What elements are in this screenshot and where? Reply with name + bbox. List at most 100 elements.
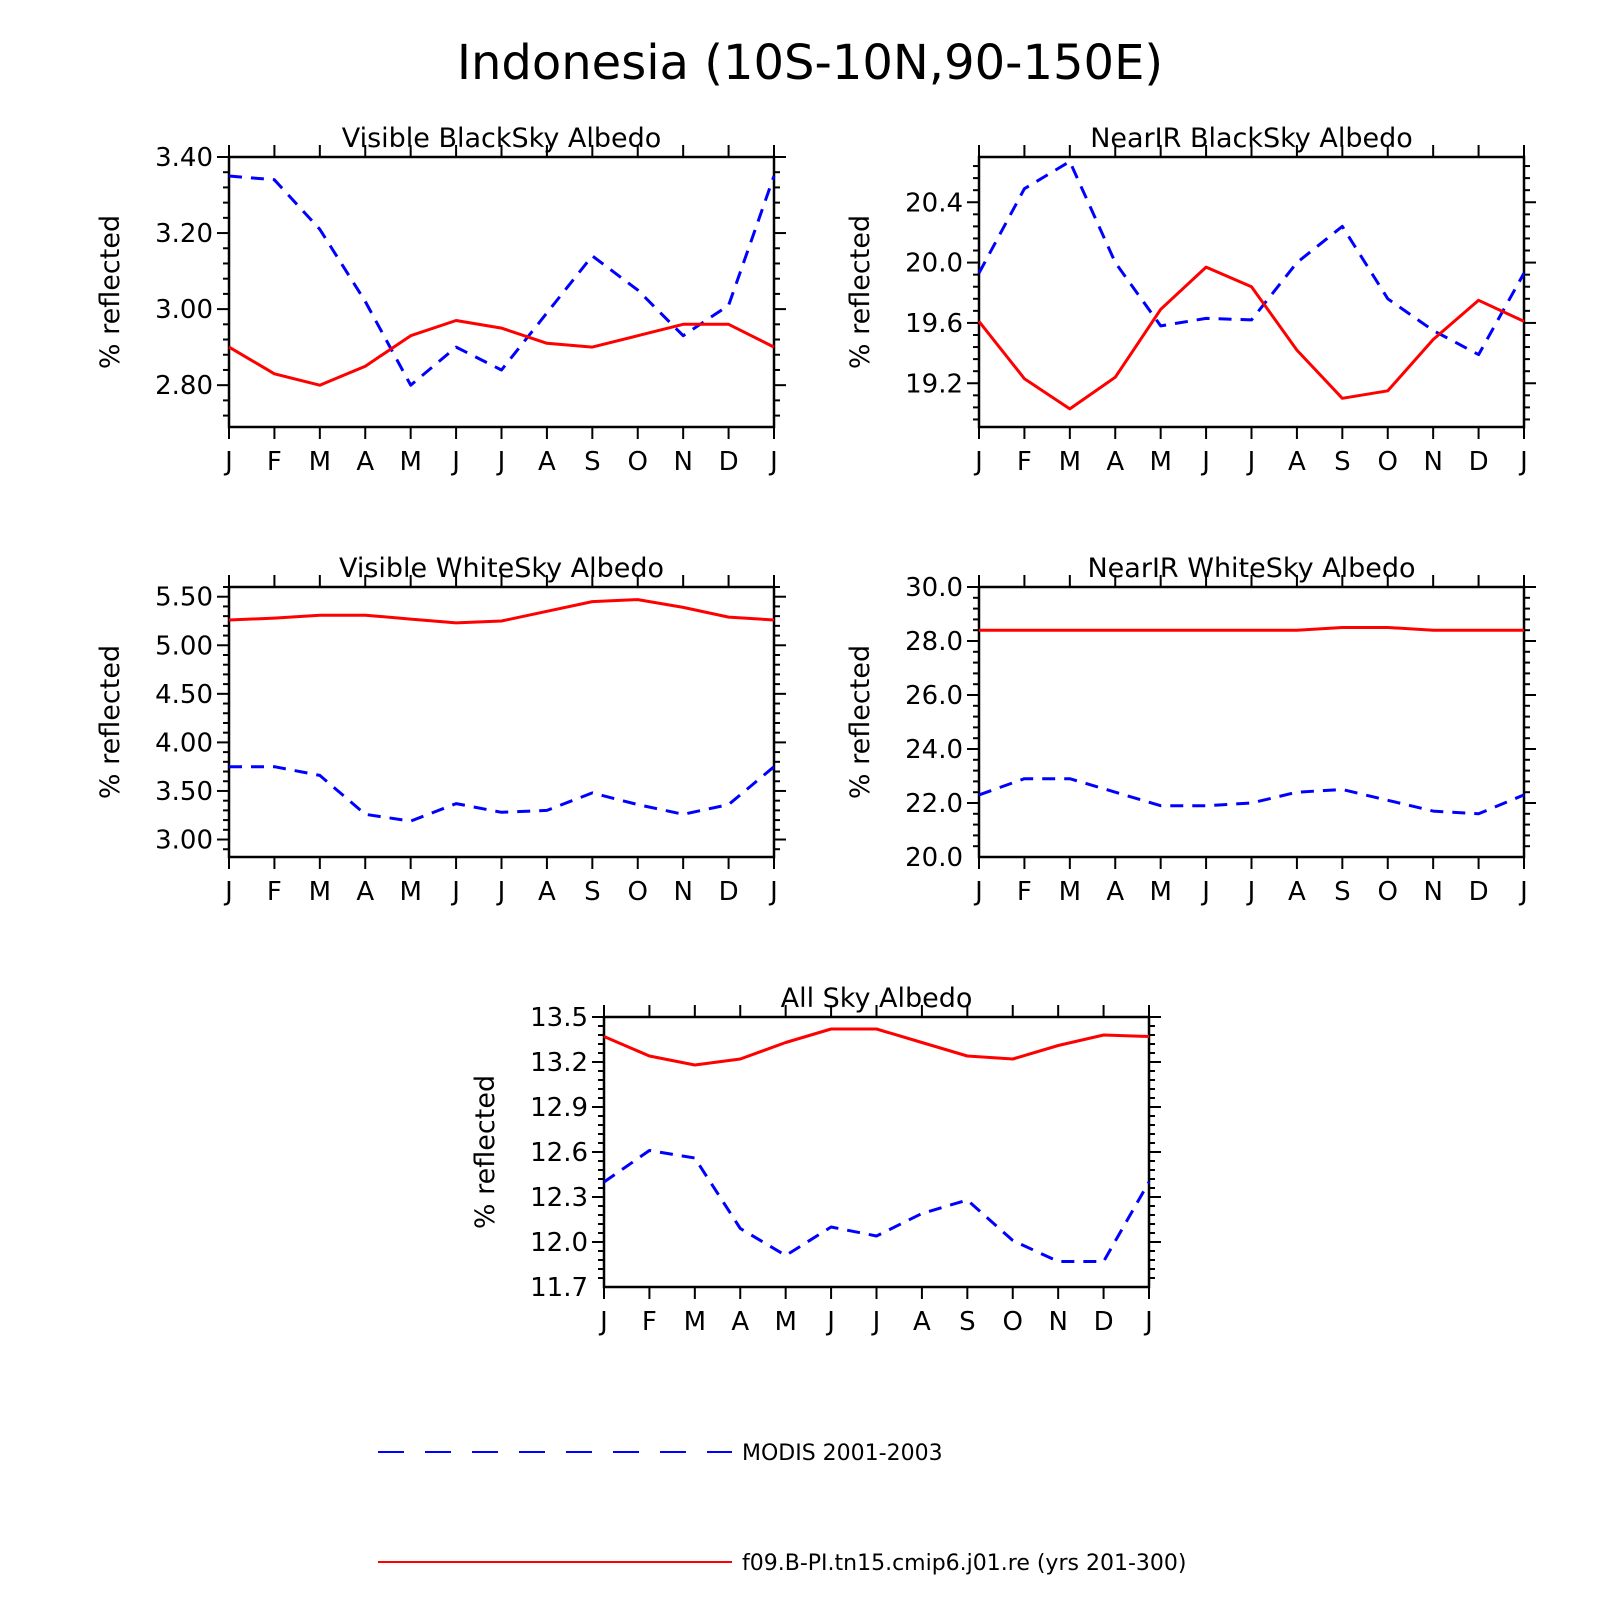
y-tick-label: 30.0 [905, 573, 963, 603]
x-tick-label: S [584, 447, 601, 477]
x-tick-label: A [1288, 877, 1306, 907]
x-tick-label: J [1518, 447, 1528, 477]
x-tick-label: A [1106, 447, 1124, 477]
x-tick-label: M [1059, 877, 1081, 907]
series-line-model [979, 626, 1524, 632]
x-tick-label: J [450, 877, 460, 907]
y-tick-label: 13.2 [530, 1048, 588, 1078]
x-tick-label: N [1423, 877, 1442, 907]
y-tick-label: 3.20 [155, 219, 213, 249]
x-tick-label: A [731, 1307, 749, 1337]
y-tick-label: 5.00 [155, 631, 213, 661]
x-tick-label: J [1518, 877, 1528, 907]
x-tick-label: M [1149, 877, 1171, 907]
x-tick-label: A [913, 1307, 931, 1337]
y-tick-label: 20.0 [905, 249, 963, 279]
y-tick-label: 12.6 [530, 1138, 588, 1168]
x-tick-label: J [223, 447, 233, 477]
y-tick-label: 2.80 [155, 371, 213, 401]
x-tick-label: F [1017, 447, 1032, 477]
y-tick-label: 3.50 [155, 777, 213, 807]
panel-nearir-blacksky: NearIR BlackSky Albedo% reflected19.219.… [845, 123, 1536, 477]
x-tick-label: O [1003, 1307, 1023, 1337]
x-tick-label: N [673, 877, 692, 907]
series-line-model [228, 598, 775, 625]
x-tick-label: M [1149, 447, 1171, 477]
x-tick-label: N [1048, 1307, 1067, 1337]
y-tick-label: 20.0 [905, 843, 963, 873]
x-tick-label: S [1334, 447, 1351, 477]
series-line-model [603, 1027, 1150, 1067]
x-tick-label: M [684, 1307, 706, 1337]
x-tick-label: D [1469, 877, 1489, 907]
plot-frame [977, 585, 1526, 859]
x-tick-label: M [399, 877, 421, 907]
y-axis-label: % reflected [95, 215, 126, 369]
series-line-modis [603, 1149, 1151, 1263]
plot-frame [977, 155, 1526, 429]
x-tick-label: O [1378, 447, 1398, 477]
plot-frame [227, 585, 776, 859]
x-tick-label: M [399, 447, 421, 477]
x-tick-label: A [1288, 447, 1306, 477]
x-tick-label: F [267, 447, 282, 477]
x-tick-label: D [719, 447, 739, 477]
x-tick-label: J [496, 877, 506, 907]
plot-frame [602, 1015, 1151, 1289]
x-tick-label: J [973, 447, 983, 477]
x-tick-label: M [774, 1307, 796, 1337]
legend-modis-label: MODIS 2001-2003 [742, 1441, 943, 1466]
panel-visible-blacksky: Visible BlackSky Albedo% reflected2.803.… [95, 123, 786, 477]
y-tick-label: 12.3 [530, 1183, 588, 1213]
y-tick-label: 24.0 [905, 735, 963, 765]
x-tick-label: F [1017, 877, 1032, 907]
x-tick-label: F [267, 877, 282, 907]
y-tick-label: 12.0 [530, 1228, 588, 1258]
y-axis-label: % reflected [845, 645, 876, 799]
x-tick-label: J [825, 1307, 835, 1337]
y-tick-label: 26.0 [905, 681, 963, 711]
plot-frame [227, 155, 776, 429]
x-tick-label: J [1200, 447, 1210, 477]
x-tick-label: A [1106, 877, 1124, 907]
x-tick-label: S [959, 1307, 976, 1337]
x-tick-label: J [598, 1307, 608, 1337]
y-axis-label: % reflected [95, 645, 126, 799]
panel-nearir-whitesky: NearIR WhiteSky Albedo% reflected20.022.… [845, 553, 1536, 907]
x-tick-label: A [538, 877, 556, 907]
y-tick-label: 28.0 [905, 627, 963, 657]
figure-title: Indonesia (10S-10N,90-150E) [457, 35, 1163, 91]
x-tick-label: J [450, 447, 460, 477]
x-tick-label: A [356, 877, 374, 907]
x-tick-label: J [871, 1307, 881, 1337]
panel-all-sky: All Sky Albedo% reflected11.712.012.312.… [470, 983, 1161, 1337]
y-tick-label: 22.0 [905, 789, 963, 819]
y-tick-label: 13.5 [530, 1003, 588, 1033]
series-line-model [228, 319, 775, 387]
x-tick-label: S [1334, 877, 1351, 907]
x-tick-label: J [1246, 877, 1256, 907]
x-tick-label: O [628, 877, 648, 907]
x-tick-label: F [642, 1307, 657, 1337]
x-tick-label: D [719, 877, 739, 907]
y-axis-label: % reflected [845, 215, 876, 369]
x-tick-label: M [1059, 447, 1081, 477]
x-tick-label: O [628, 447, 648, 477]
y-tick-label: 4.00 [155, 728, 213, 758]
panels: Visible BlackSky Albedo% reflected2.803.… [95, 123, 1536, 1337]
y-tick-label: 4.50 [155, 680, 213, 710]
y-tick-label: 12.9 [530, 1093, 588, 1123]
x-tick-label: O [1378, 877, 1398, 907]
x-tick-label: D [1094, 1307, 1114, 1337]
x-tick-label: A [538, 447, 556, 477]
series-line-modis [228, 174, 776, 387]
y-tick-label: 3.40 [155, 143, 213, 173]
y-tick-label: 11.7 [530, 1273, 588, 1303]
series-line-modis [977, 160, 1526, 357]
x-tick-label: J [496, 447, 506, 477]
y-tick-label: 19.6 [905, 309, 963, 339]
y-tick-label: 19.2 [905, 369, 963, 399]
x-tick-label: J [223, 877, 233, 907]
legend-model-label: f09.B-PI.tn15.cmip6.j01.re (yrs 201-300) [742, 1551, 1186, 1576]
